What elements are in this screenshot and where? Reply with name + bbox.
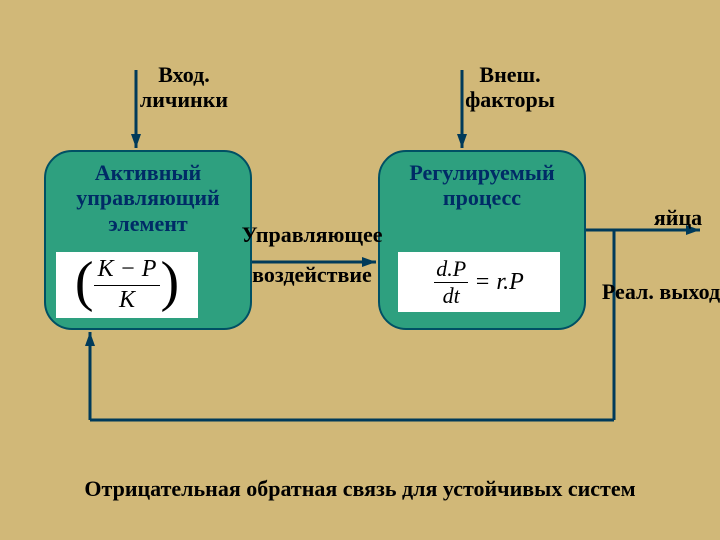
de-lhs-num: d.P (434, 257, 468, 282)
label-input-left-l1: Вход. (158, 62, 210, 87)
label-input-left-l2: личинки (140, 87, 228, 112)
kp-numerator: K − P (94, 257, 161, 285)
node-controller-line1: Активный (95, 160, 201, 185)
node-process-line2: процесс (443, 185, 521, 210)
formula-diff-eq: d.P dt = r.P (398, 252, 560, 312)
label-control-line2: воздействие (232, 262, 392, 287)
label-input-right-l1: Внеш. (479, 62, 540, 87)
diagram-caption: Отрицательная обратная связь для устойчи… (0, 476, 720, 502)
label-input-right: Внеш. факторы (430, 62, 590, 113)
de-lhs-den: dt (443, 283, 460, 307)
paren-left: ( (75, 263, 94, 302)
label-input-left: Вход. личинки (104, 62, 264, 113)
paren-right: ) (160, 263, 179, 302)
label-control-line1: Управляющее (232, 222, 392, 247)
node-process-line1: Регулируемый (409, 160, 554, 185)
node-controller-line2: управляющий (76, 185, 219, 210)
de-rhs: = r.P (474, 270, 524, 294)
label-input-right-l2: факторы (465, 87, 555, 112)
kp-denominator: K (119, 286, 135, 313)
formula-fraction-kp: ( K − P K ) (56, 252, 198, 318)
label-eggs: яйца (638, 205, 718, 230)
node-controller-line3: элемент (108, 211, 187, 236)
label-real-output: Реал. выход (596, 279, 720, 304)
